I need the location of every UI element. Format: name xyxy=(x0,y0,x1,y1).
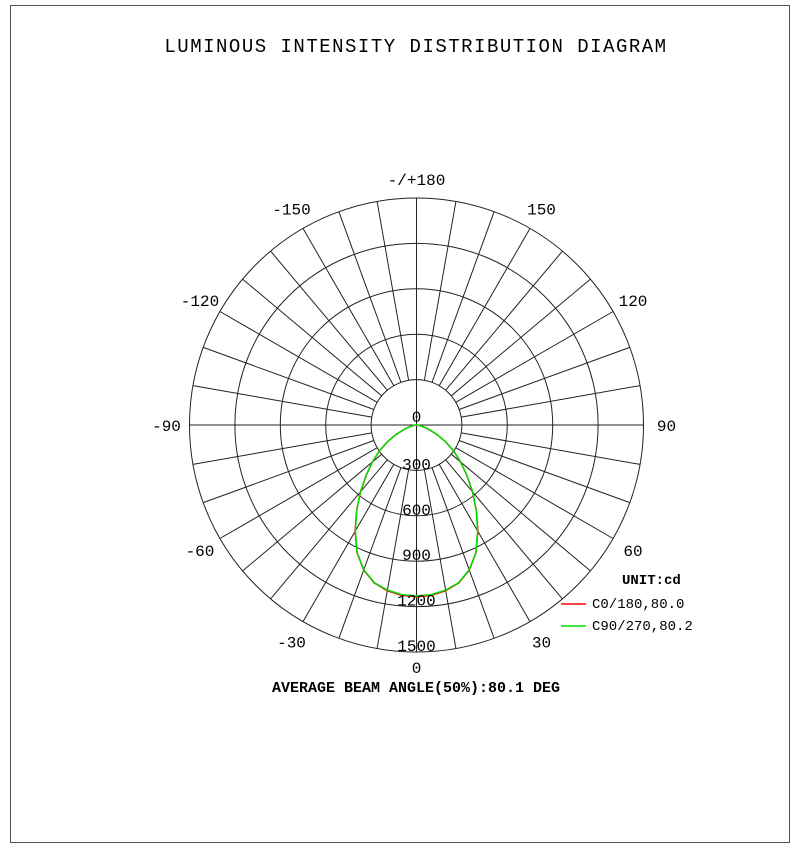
unit-label: UNIT:cd xyxy=(622,573,681,589)
axis-labels: 030060090012001500-/+180150-150120-12090… xyxy=(152,172,676,678)
legend-label-c90: C90/270,80.2 xyxy=(592,619,693,635)
legend: C0/180,80.0 C90/270,80.2 xyxy=(561,597,693,635)
grid-spoke xyxy=(270,250,388,391)
angle-tick-label: -150 xyxy=(272,201,310,219)
grid-spoke xyxy=(431,467,495,639)
radial-tick-label: 900 xyxy=(402,547,431,565)
grid-spoke xyxy=(423,201,457,381)
angle-tick-label: -30 xyxy=(277,635,306,653)
grid-spoke xyxy=(302,464,395,622)
grid-spoke xyxy=(302,228,395,386)
grid-spoke xyxy=(445,459,563,600)
grid-spoke xyxy=(219,311,378,403)
intensity-curves xyxy=(354,424,479,598)
radial-tick-label: 600 xyxy=(402,502,431,520)
angle-tick-label: 30 xyxy=(532,635,551,653)
grid-spoke xyxy=(242,453,383,572)
grid-spoke xyxy=(458,346,630,410)
grid-spoke xyxy=(192,385,372,418)
angle-tick-label: 0 xyxy=(412,660,422,678)
diagram-frame xyxy=(10,5,790,843)
angle-tick-label: -120 xyxy=(181,293,219,311)
polar-grid xyxy=(189,197,644,653)
angle-tick-label: 60 xyxy=(623,543,642,561)
radial-tick-label: 1200 xyxy=(397,593,435,611)
grid-spoke xyxy=(203,440,375,504)
grid-spoke xyxy=(203,346,375,410)
grid-spoke xyxy=(219,447,378,539)
grid-spoke xyxy=(423,469,457,649)
angle-tick-label: 90 xyxy=(657,418,676,436)
grid-spoke xyxy=(431,211,495,383)
radial-tick-label: 0 xyxy=(412,409,422,427)
grid-spoke xyxy=(458,440,630,504)
grid-spoke xyxy=(450,453,591,572)
grid-spoke xyxy=(445,250,563,391)
grid-spoke xyxy=(455,447,614,539)
series-curve-1 xyxy=(354,424,479,597)
chart-title: LUMINOUS INTENSITY DISTRIBUTION DIAGRAM xyxy=(164,36,667,58)
grid-spoke xyxy=(450,278,591,397)
angle-tick-label: -/+180 xyxy=(388,172,446,190)
grid-spoke xyxy=(376,469,410,649)
grid-spoke xyxy=(338,467,402,639)
angle-tick-label: -60 xyxy=(186,543,215,561)
grid-spoke xyxy=(438,464,531,622)
grid-spoke xyxy=(438,228,531,386)
radial-tick-label: 300 xyxy=(402,456,431,474)
angle-tick-label: 120 xyxy=(619,293,648,311)
grid-spoke xyxy=(376,201,410,381)
grid-spoke xyxy=(461,432,641,465)
angle-tick-label: 150 xyxy=(527,201,556,219)
grid-spoke xyxy=(192,432,372,465)
angle-tick-label: -90 xyxy=(152,418,181,436)
grid-spoke xyxy=(338,211,402,383)
grid-spoke xyxy=(242,278,383,397)
radial-tick-label: 1500 xyxy=(397,638,435,656)
legend-label-c0: C0/180,80.0 xyxy=(592,597,684,613)
grid-spoke xyxy=(461,385,641,418)
grid-spoke xyxy=(455,311,614,403)
beam-angle-footer: AVERAGE BEAM ANGLE(50%):80.1 DEG xyxy=(272,680,560,697)
grid-spoke xyxy=(270,459,388,600)
